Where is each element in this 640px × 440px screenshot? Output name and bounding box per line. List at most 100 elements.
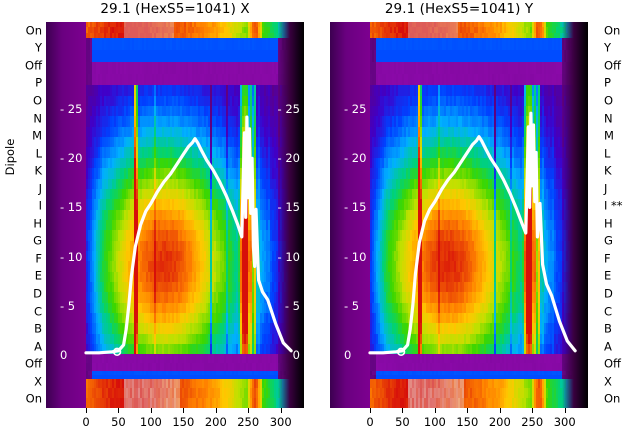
heatmap-cell [98,302,100,314]
heatmap-cell [250,62,252,75]
heatmap-cell [230,157,232,169]
heatmap-cell [192,199,194,211]
heatmap-cell [236,240,238,252]
heatmap-cell [112,378,114,389]
heatmap-cell [248,281,250,293]
heatmap-cell [156,378,158,389]
heatmap-cell [102,50,104,63]
heatmap-cell [236,62,238,75]
heatmap-cell [88,230,90,242]
heatmap-cell [184,95,186,107]
heatmap-cell [114,95,116,107]
heatmap-cell [148,374,150,380]
heatmap-cell [220,37,222,51]
heatmap-cell [114,219,116,231]
heatmap-cell [214,106,216,118]
heatmap-cell [108,178,110,190]
heatmap-cell [132,126,134,138]
heatmap-cell [86,178,88,190]
heatmap-cell [164,27,166,34]
heatmap-cell [124,302,126,314]
heatmap-cell [90,73,92,86]
heatmap-cell [186,32,188,39]
heatmap-cell [120,271,122,283]
heatmap-cell [216,292,218,304]
heatmap-cell [116,106,118,118]
heatmap-cell [188,271,190,283]
heatmap-cell [156,281,158,293]
heatmap-cell [164,32,166,39]
heatmap-cell [146,73,148,86]
heatmap-cell [138,137,140,149]
heatmap-cell [108,378,110,389]
heatmap-cell [266,281,268,293]
heatmap-cell [164,137,166,149]
heatmap-cell [244,354,246,364]
heatmap-cell [112,240,114,252]
heatmap-cell [126,240,128,252]
heatmap-cell [244,371,246,376]
heatmap-cell [160,230,162,242]
heatmap-cell [86,362,88,372]
heatmap-cell [222,209,224,221]
heatmap-cell [110,302,112,314]
heatmap-cell [168,137,170,149]
heatmap-cell [256,27,258,34]
heatmap-cell [216,271,218,283]
heatmap-cell [200,37,202,51]
heatmap-cell [102,333,104,345]
heatmap-cell [158,378,160,389]
heatmap-cell [120,37,122,51]
heatmap-cell [90,50,92,63]
heatmap-cell [166,281,168,293]
heatmap-cell [210,157,212,169]
heatmap-cell [138,240,140,252]
heatmap-cell [198,371,200,376]
heatmap-cell [270,62,272,75]
heatmap-cell [224,209,226,221]
heatmap-cell [156,22,158,28]
heatmap-cell [158,157,160,169]
heatmap-cell [88,281,90,293]
heatmap-cell [146,230,148,242]
heatmap-cell [124,271,126,283]
heatmap-cell [108,333,110,345]
heatmap-cell [106,281,108,293]
heatmap-cell [268,188,270,200]
heatmap-cell [238,271,240,283]
heatmap-cell [122,230,124,242]
heatmap-cell [270,137,272,149]
heatmap-cell [162,199,164,211]
heatmap-cell [160,281,162,293]
heatmap-cell [96,32,98,39]
heatmap-cell [202,199,204,211]
heatmap-cell [188,374,190,380]
heatmap-cell [114,50,116,63]
heatmap-cell [230,302,232,314]
heatmap-cell [130,188,132,200]
heatmap-cell [220,374,222,380]
heatmap-cell [124,188,126,200]
heatmap-cell [268,292,270,304]
heatmap-cell [200,106,202,118]
heatmap-cell [106,22,108,28]
heatmap-cell [180,292,182,304]
heatmap-cell [260,168,262,180]
heatmap-cell [240,323,242,335]
heatmap-cell [150,22,152,28]
heatmap-cell [174,292,176,304]
heatmap-cell [118,378,120,389]
heatmap-cell [94,281,96,293]
heatmap-cell [108,271,110,283]
heatmap-cell [132,95,134,107]
heatmap-cell [110,371,112,376]
heatmap-cell [104,188,106,200]
heatmap-cell [210,271,212,283]
heatmap-cell [170,362,172,372]
heatmap-cell [184,85,186,97]
heatmap-cell [222,168,224,180]
heatmap-cell [250,313,252,324]
heatmap-cell [140,302,142,314]
heatmap-cell [208,32,210,39]
